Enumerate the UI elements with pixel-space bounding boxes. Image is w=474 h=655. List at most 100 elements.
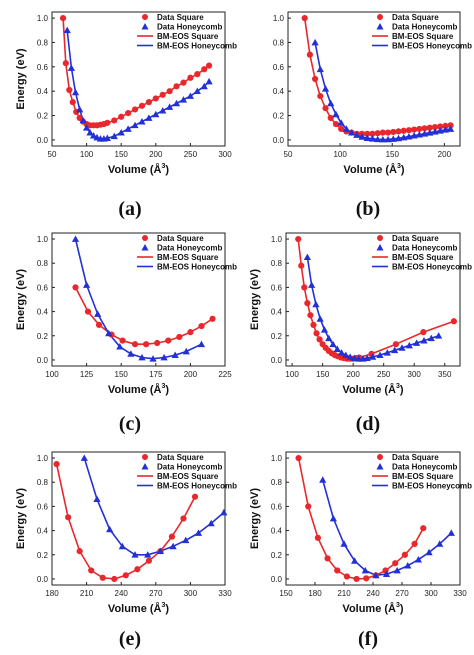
data-point	[332, 110, 340, 118]
data-point	[88, 567, 95, 574]
data-point	[332, 120, 340, 128]
panel-2: 100 125 150 175 200 225 0.0 0.2 0.4 0.6 0.8 1.0 Volu…	[15, 232, 237, 435]
x-axis-label-suffix: )	[400, 603, 404, 615]
y-tick-label: 0.4	[37, 308, 49, 317]
data-point	[358, 133, 366, 140]
data-point	[149, 355, 157, 362]
x-tick-label: 150	[316, 370, 330, 379]
data-point	[379, 129, 386, 136]
data-point	[118, 542, 126, 550]
data-point	[145, 99, 152, 106]
data-point	[426, 129, 434, 136]
data-point	[187, 74, 194, 81]
data-point	[392, 560, 399, 567]
data-point	[329, 514, 337, 522]
data-point	[420, 329, 427, 336]
series-line-3	[74, 238, 202, 360]
x-tick-label: 330	[218, 589, 232, 598]
data-point	[338, 125, 345, 133]
data-point	[311, 38, 319, 46]
legend-label: Data Square	[157, 13, 204, 22]
data-point	[327, 114, 334, 122]
x-axis-label-superscript: 3	[396, 383, 400, 390]
legend-marker	[377, 235, 383, 241]
data-point	[382, 570, 391, 577]
y-tick-label: 1.0	[271, 235, 283, 244]
data-point	[131, 121, 139, 129]
x-axis-label-main: Volume (Å	[343, 163, 397, 176]
data-point	[442, 122, 449, 129]
data-point	[389, 135, 397, 142]
y-tick-label: 0.4	[37, 527, 49, 536]
x-axis-label-suffix: )	[165, 384, 169, 396]
data-point	[105, 329, 113, 337]
data-point	[320, 326, 329, 333]
data-point	[138, 353, 146, 361]
data-point	[131, 551, 139, 558]
data-point	[138, 102, 146, 109]
data-point	[295, 235, 302, 243]
y-tick-label: 0.2	[37, 332, 49, 341]
data-point	[384, 135, 392, 143]
data-point	[307, 312, 314, 319]
x-tick-label: 150	[279, 589, 293, 598]
data-point	[76, 548, 83, 555]
data-point	[325, 334, 333, 342]
legend-label: Data Honeycomb	[392, 244, 457, 253]
data-point	[413, 339, 421, 346]
data-point	[152, 95, 159, 102]
panel-label: (c)	[119, 413, 141, 435]
data-point	[69, 99, 76, 106]
legend-marker	[377, 14, 383, 20]
x-axis-label-superscript: 3	[397, 163, 401, 170]
x-tick-label: 180	[308, 589, 322, 598]
x-tick-label: 200	[438, 150, 452, 159]
data-point	[83, 281, 91, 288]
x-tick-label: 240	[115, 589, 129, 598]
x-axis-label-suffix: )	[165, 164, 169, 176]
y-axis-label: Energy (eV)	[15, 269, 27, 330]
data-point	[143, 341, 150, 348]
data-point	[347, 129, 356, 136]
y-tick-label: 1.0	[273, 14, 285, 23]
legend-label: BM-EOS Honeycomb	[392, 42, 472, 51]
legend-marker	[141, 23, 149, 30]
y-tick-label: 0.8	[273, 38, 285, 47]
y-tick-label: 0.8	[271, 259, 283, 268]
x-axis-label: Volume (Å3)	[108, 383, 169, 396]
data-point	[145, 114, 153, 121]
data-point	[392, 341, 399, 348]
data-point	[334, 567, 341, 574]
data-point	[197, 340, 206, 348]
data-point	[83, 124, 91, 131]
y-tick-label: 1.0	[271, 454, 283, 463]
data-point	[447, 529, 455, 536]
data-point	[393, 566, 401, 574]
data-point	[205, 77, 213, 85]
data-point	[390, 128, 397, 136]
data-point	[353, 575, 360, 583]
data-point	[306, 51, 313, 58]
data-point	[53, 460, 60, 468]
data-point	[80, 454, 88, 461]
legend-label: BM-EOS Honeycomb	[392, 263, 472, 272]
legend-label: Data Honeycomb	[392, 463, 457, 472]
data-point	[76, 105, 84, 113]
data-point	[95, 321, 103, 328]
y-tick-label: 0.8	[37, 38, 49, 47]
data-point	[363, 575, 370, 582]
x-axis-label: Volume (Å3)	[342, 602, 403, 615]
data-point	[169, 542, 177, 550]
data-point	[447, 122, 454, 129]
data-point	[159, 91, 166, 98]
legend-marker	[376, 463, 384, 470]
legend-marker	[377, 454, 383, 460]
data-point	[66, 86, 73, 94]
data-point	[343, 573, 350, 580]
data-point	[361, 566, 369, 574]
x-tick-label: 50	[48, 150, 57, 159]
panel-1: 50 100 150 200 0.0 0.2 0.4 0.6 0.8 1.0 Volume (Å3)…	[273, 11, 472, 220]
data-point	[134, 566, 141, 573]
y-tick-label: 0.0	[273, 136, 285, 145]
data-point	[168, 533, 176, 540]
